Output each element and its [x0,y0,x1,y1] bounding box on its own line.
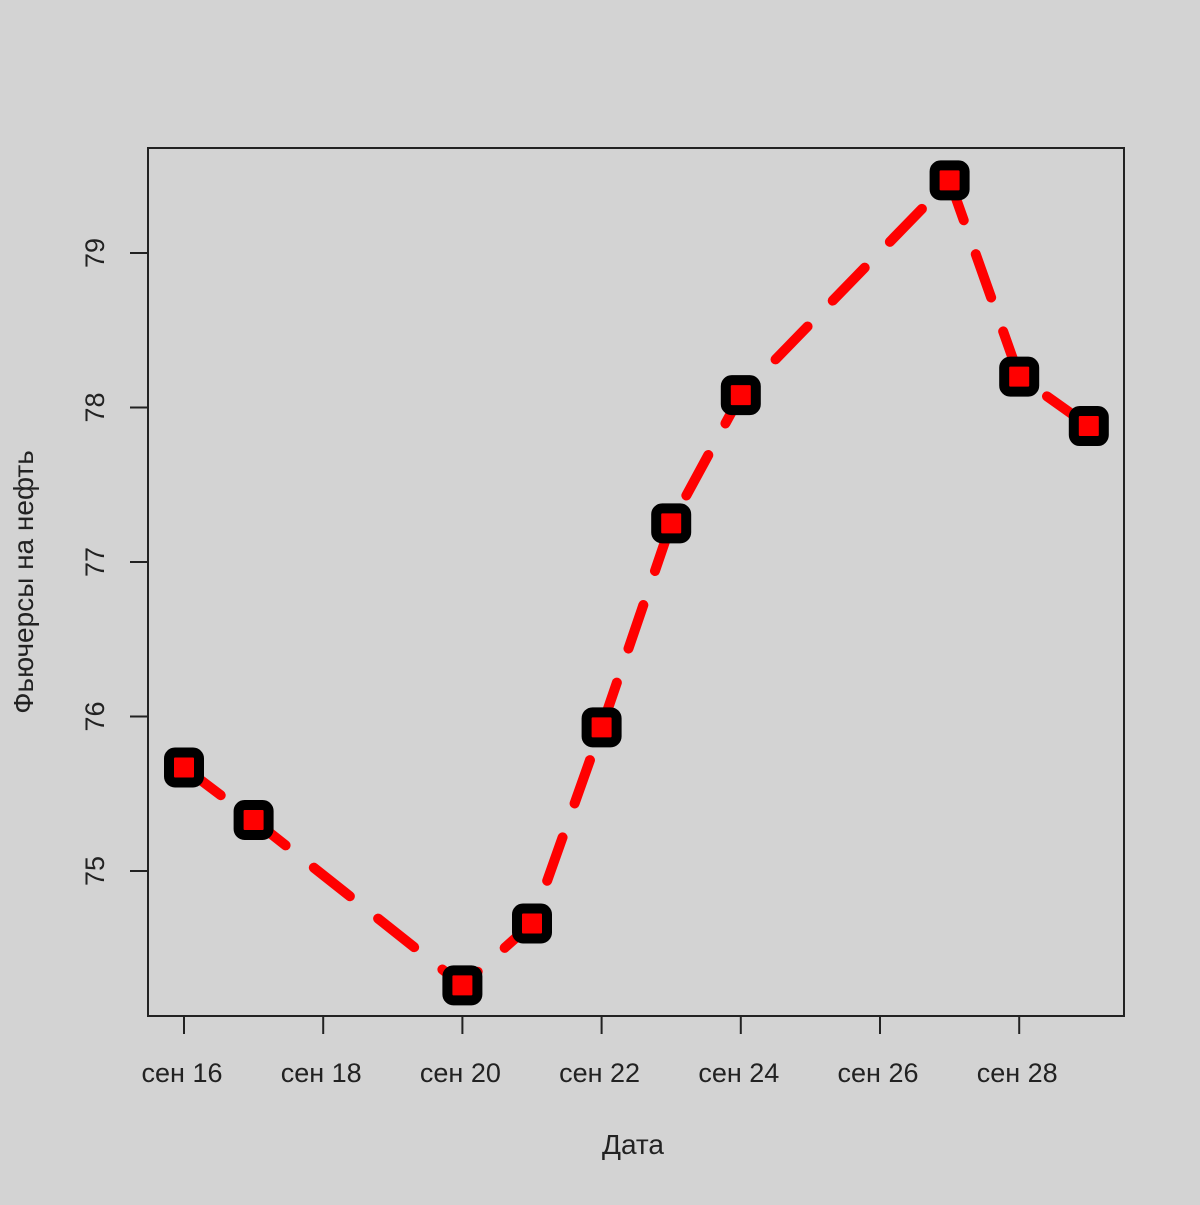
x-tick-label: сен 24 [698,1058,779,1088]
data-point [233,800,274,841]
x-tick-label: сен 18 [281,1058,362,1088]
x-axis-label: Дата [602,1129,664,1160]
series-line [179,175,1094,991]
data-point [442,965,483,1006]
data-point [164,747,204,788]
y-axis: 75 76 77 78 79 [80,238,148,886]
series-layer [164,160,1109,1006]
x-tick-label: сен 26 [838,1058,919,1088]
x-axis: сен 16 сен 18 сен 20 сен 22 сен 24 сен 26 сен … [142,1016,1058,1088]
data-point [1068,406,1109,447]
y-tick-label: 79 [80,238,110,268]
data-point [651,503,692,544]
y-tick-label: 75 [80,856,110,886]
data-point [512,903,552,944]
data-point [999,356,1040,397]
y-tick-label: 76 [80,701,110,731]
data-point [720,375,761,416]
plot-frame [147,147,1125,1017]
y-axis-label: Фьючерсы на нефть [8,450,39,714]
data-point [929,160,970,201]
y-tick-label: 78 [80,392,110,422]
x-tick-label: сен 28 [977,1058,1058,1088]
y-tick-label: 77 [80,547,110,577]
x-tick-label: сен 22 [559,1058,640,1088]
data-point [581,707,622,748]
x-tick-label: сен 20 [420,1058,501,1088]
x-tick-label: сен 16 [142,1058,223,1088]
